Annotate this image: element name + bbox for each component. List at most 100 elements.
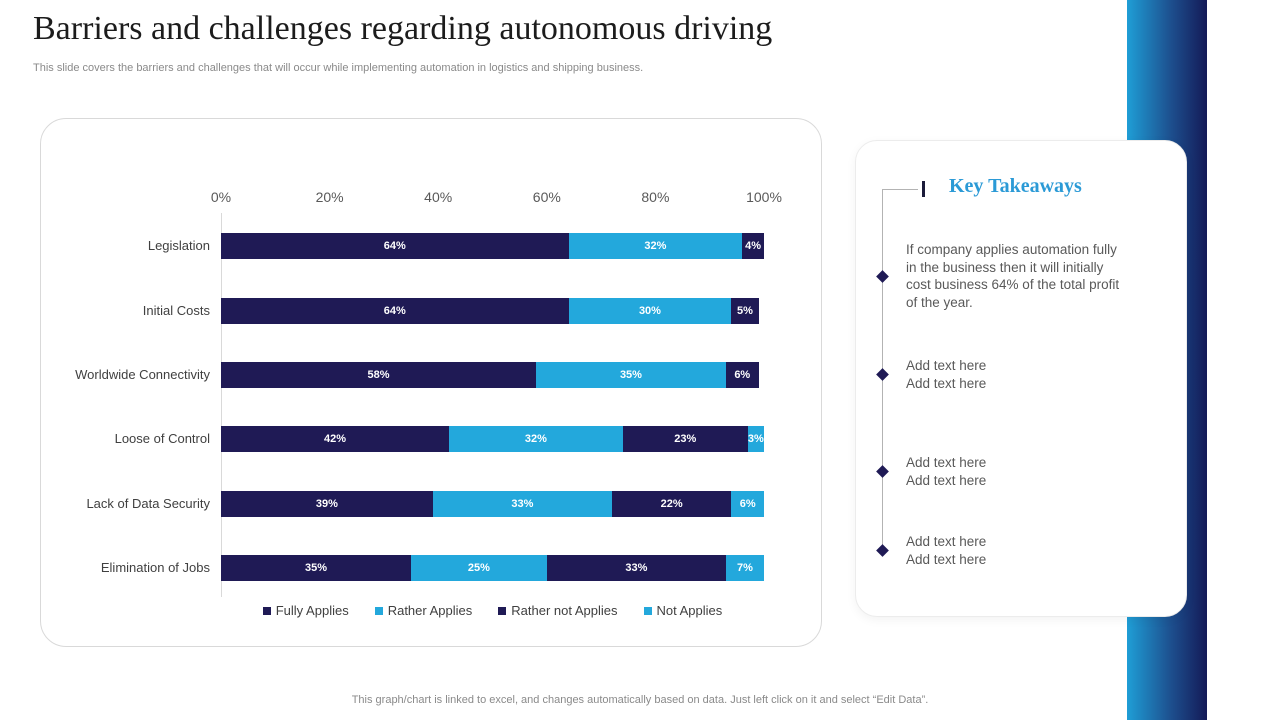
- bar-segment: 7%: [725, 555, 764, 581]
- key-takeaways-panel: Key Takeaways If company applies automat…: [855, 140, 1187, 617]
- x-axis: 0% 20% 40% 60% 80% 100%: [211, 189, 782, 207]
- bar-value-label: 42%: [324, 433, 347, 445]
- category-label: Legislation: [147, 238, 210, 253]
- bar-segment: 3%: [747, 426, 764, 452]
- bar-segment: 6%: [725, 362, 759, 388]
- bar-segment: 33%: [546, 555, 726, 581]
- legend-marker: [643, 606, 652, 615]
- takeaways-marker: [922, 181, 925, 197]
- bar-segment: 4%: [742, 233, 764, 259]
- bar-value-label: 7%: [737, 562, 753, 574]
- legend-item: Fully Applies: [262, 603, 349, 618]
- bar-value-label: 3%: [747, 433, 764, 445]
- y-axis-line: [221, 213, 222, 597]
- bar-segment: 33%: [432, 491, 612, 517]
- bar-track: 64% 32% 4%: [221, 233, 764, 259]
- x-axis-tick: 0%: [210, 189, 232, 205]
- bar-value-label: 35%: [619, 369, 642, 381]
- bar-value-label: 32%: [644, 240, 667, 252]
- takeaways-connector-hline: [882, 189, 918, 190]
- bar-value-label: 33%: [511, 498, 534, 510]
- bar-segment: 6%: [731, 491, 764, 517]
- bar-track: 35% 25% 33% 7%: [221, 555, 764, 581]
- legend-marker: [374, 606, 383, 615]
- takeaway-item: If company applies automation fully in t…: [856, 241, 1166, 311]
- barriers-chart[interactable]: 0% 20% 40% 60% 80% 100% Legislation 64% 32% 4% In…: [40, 118, 822, 647]
- bar-segment: 35%: [535, 362, 726, 388]
- x-axis-tick: 100%: [746, 189, 782, 205]
- bar-segment: 35%: [221, 555, 412, 581]
- legend-marker: [498, 606, 507, 615]
- category-label: Worldwide Connectivity: [75, 367, 210, 382]
- takeaway-text: If company applies automation fully in t…: [906, 242, 1120, 310]
- bar-value-label: 64%: [383, 305, 406, 317]
- bar-value-label: 32%: [524, 433, 547, 445]
- chart-row: Elimination of Jobs 35% 25% 33% 7%: [41, 555, 764, 581]
- add-text-placeholder[interactable]: Add text here Add text here: [856, 454, 1166, 489]
- bar-segment: 32%: [568, 233, 743, 259]
- x-axis-tick: 20%: [315, 189, 344, 205]
- bar-segment: 30%: [568, 298, 732, 324]
- x-axis-tick: 60%: [532, 189, 561, 205]
- add-text-placeholder[interactable]: Add text here Add text here: [856, 357, 1166, 392]
- diamond-bullet-icon: [876, 368, 889, 381]
- takeaways-title: Key Takeaways: [949, 175, 1082, 197]
- bar-segment: 64%: [221, 233, 569, 259]
- chart-row: Lack of Data Security 39% 33% 22% 6%: [41, 491, 764, 517]
- bar-segment: 58%: [221, 362, 536, 388]
- bar-segment: 32%: [449, 426, 623, 452]
- bar-value-label: 23%: [674, 433, 697, 445]
- bar-segment: 22%: [611, 491, 732, 517]
- legend-item: Rather not Applies: [498, 603, 618, 618]
- chart-row: Worldwide Connectivity 58% 35% 6%: [41, 362, 764, 388]
- takeaway-text: Add text here Add text here: [906, 358, 987, 391]
- category-label: Initial Costs: [142, 303, 210, 318]
- bar-value-label: 6%: [739, 498, 756, 510]
- page-title: Barriers and challenges regarding autono…: [33, 10, 773, 47]
- diamond-bullet-icon: [876, 465, 889, 478]
- page-subtitle: This slide covers the barriers and chall…: [33, 62, 644, 74]
- slide-footer-note: This graph/chart is linked to excel, and…: [351, 694, 929, 706]
- bar-segment: 23%: [622, 426, 748, 452]
- bar-value-label: 58%: [367, 369, 390, 381]
- bar-track: 64% 30% 5%: [221, 298, 764, 324]
- bar-value-label: 25%: [467, 562, 490, 574]
- bar-value-label: 4%: [745, 240, 762, 252]
- add-text-placeholder[interactable]: Add text here Add text here: [856, 533, 1166, 568]
- bar-track: 39% 33% 22% 6%: [221, 491, 764, 517]
- takeaway-text: Add text here Add text here: [906, 534, 987, 567]
- chart-row: Initial Costs 64% 30% 5%: [41, 298, 764, 324]
- legend-label: Fully Applies: [275, 603, 349, 618]
- category-label: Elimination of Jobs: [100, 560, 210, 575]
- chart-row: Loose of Control 42% 32% 23% 3%: [41, 426, 764, 452]
- bar-value-label: 22%: [660, 498, 683, 510]
- takeaway-text: Add text here Add text here: [906, 455, 987, 488]
- category-label: Loose of Control: [114, 431, 210, 446]
- legend-label: Not Applies: [656, 603, 723, 618]
- legend-item: Not Applies: [643, 603, 723, 618]
- chart-legend: Fully Applies Rather Applies Rather not Ap…: [221, 603, 764, 618]
- diamond-bullet-icon: [876, 269, 889, 283]
- bar-value-label: 30%: [638, 305, 661, 317]
- x-axis-tick: 40%: [424, 189, 453, 205]
- legend-marker: [262, 606, 271, 615]
- bar-value-label: 35%: [305, 562, 328, 574]
- bar-segment: 25%: [411, 555, 547, 581]
- x-axis-tick: 80%: [641, 189, 670, 205]
- bar-segment: 5%: [731, 298, 759, 324]
- bar-segment: 42%: [221, 426, 450, 452]
- legend-label: Rather Applies: [387, 603, 473, 618]
- bar-value-label: 5%: [737, 305, 753, 317]
- bar-segment: 64%: [221, 298, 569, 324]
- chart-rows: Legislation 64% 32% 4% Initial Costs 64% 30% 5%…: [41, 119, 821, 646]
- legend-label: Rather not Applies: [511, 603, 618, 618]
- bar-track: 58% 35% 6%: [221, 362, 764, 388]
- chart-row: Legislation 64% 32% 4%: [41, 233, 764, 259]
- diamond-bullet-icon: [876, 544, 889, 557]
- bar-value-label: 64%: [383, 240, 406, 252]
- bar-value-label: 6%: [734, 369, 751, 381]
- category-label: Lack of Data Security: [86, 496, 210, 511]
- legend-item: Rather Applies: [374, 603, 473, 618]
- bar-value-label: 33%: [625, 562, 648, 574]
